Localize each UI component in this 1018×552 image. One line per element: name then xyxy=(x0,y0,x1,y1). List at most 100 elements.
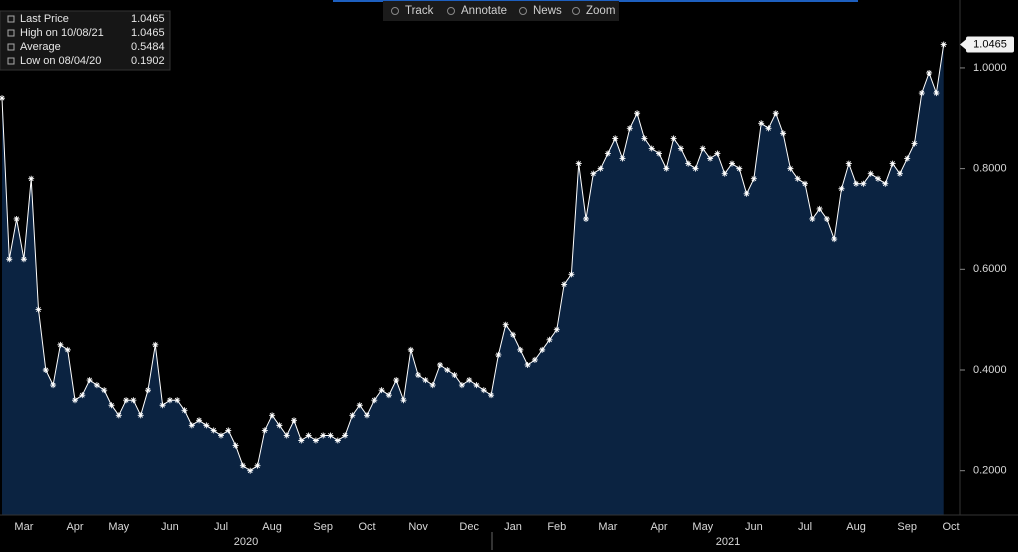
point-marker xyxy=(145,387,151,394)
point-marker xyxy=(860,180,867,187)
toolbar-button[interactable]: Annotate xyxy=(447,5,508,17)
point-marker xyxy=(188,422,195,429)
point-marker xyxy=(926,69,933,76)
point-marker xyxy=(312,437,319,444)
price-line xyxy=(1,44,945,472)
point-marker xyxy=(692,165,699,172)
point-marker xyxy=(940,41,947,48)
point-marker xyxy=(269,412,276,419)
point-marker xyxy=(699,145,706,152)
area-fill xyxy=(2,44,944,515)
point-marker xyxy=(933,90,940,97)
legend-icon xyxy=(7,29,15,37)
point-marker xyxy=(181,407,188,414)
point-marker xyxy=(641,135,648,142)
x-tick-label: Jul xyxy=(798,521,812,533)
toolbar-label[interactable]: Zoom xyxy=(586,5,615,17)
x-tick-label: Sep xyxy=(313,521,333,533)
point-marker xyxy=(568,271,575,278)
point-marker xyxy=(225,427,232,434)
year-label: 2021 xyxy=(716,536,740,548)
point-marker xyxy=(247,467,254,474)
point-marker xyxy=(670,135,677,142)
point-marker xyxy=(342,432,349,439)
legend-value: 1.0465 xyxy=(131,27,165,39)
point-marker xyxy=(261,427,268,434)
point-marker xyxy=(458,382,465,389)
point-marker xyxy=(685,160,692,167)
point-marker xyxy=(561,281,568,288)
toolbar-button[interactable]: Track xyxy=(391,5,434,17)
toolbar-button[interactable]: News xyxy=(519,5,563,17)
point-marker xyxy=(444,367,451,374)
point-marker xyxy=(575,160,582,167)
point-marker xyxy=(707,155,714,162)
point-marker xyxy=(619,155,626,162)
point-marker xyxy=(86,377,93,384)
point-marker xyxy=(123,397,130,404)
point-marker xyxy=(291,417,297,424)
point-marker xyxy=(802,180,808,187)
toolbar-label[interactable]: News xyxy=(533,5,562,17)
last-value-label: 1.0465 xyxy=(973,38,1007,50)
legend-label: Low on 08/04/20 xyxy=(20,55,101,67)
point-marker xyxy=(20,256,27,263)
toolbar: Track Annotate News Zoom xyxy=(383,1,619,21)
legend-icon xyxy=(7,15,15,23)
point-marker xyxy=(28,175,35,182)
point-marker xyxy=(904,155,911,162)
x-tick-label: Feb xyxy=(547,521,566,533)
x-tick-label: Aug xyxy=(262,521,282,533)
point-marker xyxy=(166,397,173,404)
point-marker xyxy=(845,160,852,167)
legend-icon xyxy=(7,43,15,51)
point-marker xyxy=(531,356,538,363)
point-marker xyxy=(517,346,524,353)
legend-label: Average xyxy=(20,41,61,53)
point-marker xyxy=(838,185,845,192)
x-tick-label: Oct xyxy=(942,521,959,533)
point-marker xyxy=(218,432,224,439)
y-tick-label: 0.2000 xyxy=(973,465,1007,477)
point-marker xyxy=(918,90,925,97)
point-marker xyxy=(130,397,137,404)
point-marker xyxy=(101,387,108,394)
point-marker xyxy=(364,412,370,419)
legend: Last Price 1.0465 High on 10/08/21 1.0465 Av… xyxy=(0,10,171,71)
x-tick-label: May xyxy=(108,521,129,533)
point-marker xyxy=(385,392,392,399)
point-marker xyxy=(882,180,889,187)
point-marker xyxy=(809,215,816,222)
toolbar-button[interactable]: Zoom xyxy=(572,5,616,17)
point-marker xyxy=(35,306,42,313)
toolbar-icon xyxy=(447,7,455,15)
toolbar-label[interactable]: Annotate xyxy=(461,5,507,17)
x-tick-label: May xyxy=(692,521,713,533)
toolbar-icon xyxy=(572,7,580,15)
point-marker xyxy=(437,361,443,368)
point-marker xyxy=(729,160,735,167)
point-marker xyxy=(108,402,115,409)
point-marker xyxy=(422,377,429,384)
point-marker xyxy=(612,135,619,142)
point-marker xyxy=(210,427,217,434)
toolbar-label[interactable]: Track xyxy=(405,5,434,17)
point-marker xyxy=(677,145,684,152)
year-label: 2020 xyxy=(234,536,258,548)
point-marker xyxy=(356,402,363,409)
point-marker xyxy=(152,341,159,348)
point-marker xyxy=(6,256,13,263)
point-marker xyxy=(794,175,801,182)
point-marker xyxy=(239,462,246,469)
point-marker xyxy=(502,321,509,328)
legend-value: 0.1902 xyxy=(131,55,165,67)
point-marker xyxy=(327,432,334,439)
point-marker xyxy=(787,165,794,172)
point-marker xyxy=(583,215,589,222)
point-marker xyxy=(889,160,896,167)
legend-label: Last Price xyxy=(20,13,69,25)
point-marker xyxy=(371,397,378,404)
point-marker xyxy=(400,397,407,404)
point-marker xyxy=(174,397,181,404)
x-tick-label: Nov xyxy=(408,521,428,533)
